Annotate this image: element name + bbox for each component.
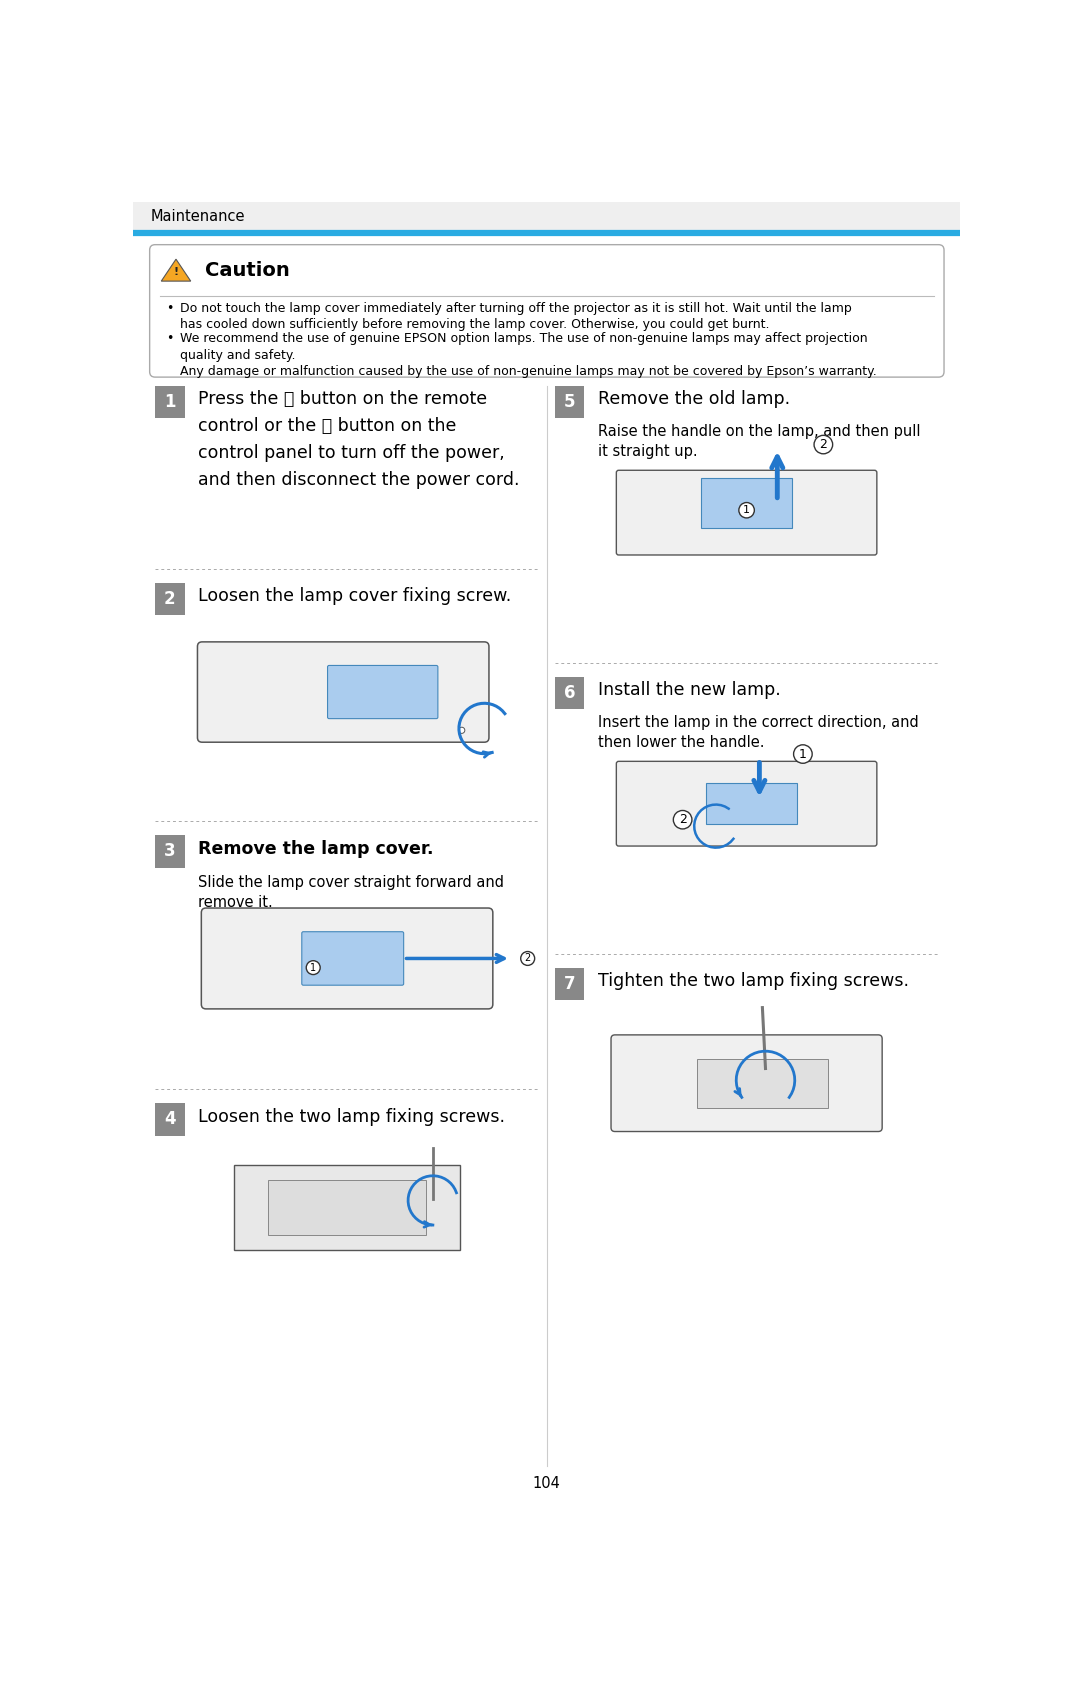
- Text: Insert the lamp in the correct direction, and
then lower the handle.: Insert the lamp in the correct direction…: [598, 715, 919, 750]
- Text: Raise the handle on the lamp, and then pull
it straight up.: Raise the handle on the lamp, and then p…: [598, 425, 921, 459]
- FancyBboxPatch shape: [302, 932, 403, 985]
- Bar: [555, 386, 584, 418]
- Text: 104: 104: [532, 1477, 561, 1490]
- Text: 1: 1: [799, 747, 807, 760]
- Bar: [155, 583, 185, 615]
- Text: Loosen the two lamp fixing screws.: Loosen the two lamp fixing screws.: [198, 1108, 506, 1126]
- Bar: [155, 835, 185, 868]
- Text: 2: 2: [819, 438, 827, 452]
- FancyBboxPatch shape: [328, 666, 437, 718]
- Bar: [155, 1103, 185, 1136]
- Circle shape: [794, 745, 812, 764]
- Text: 1: 1: [164, 393, 176, 411]
- FancyBboxPatch shape: [234, 1165, 460, 1249]
- Text: Caution: Caution: [205, 261, 289, 280]
- FancyBboxPatch shape: [611, 1035, 882, 1131]
- Text: Install the new lamp.: Install the new lamp.: [598, 681, 781, 700]
- Circle shape: [306, 961, 320, 975]
- Text: •: •: [166, 302, 173, 315]
- Text: 2: 2: [679, 813, 686, 826]
- Text: 1: 1: [310, 963, 316, 973]
- Text: Press the ⓦ button on the remote
control or the ⓦ button on the
control panel to: Press the ⓦ button on the remote control…: [198, 389, 520, 489]
- Text: Do not touch the lamp cover immediately after turning off the projector as it is: Do not touch the lamp cover immediately …: [180, 302, 851, 330]
- FancyBboxPatch shape: [697, 1059, 828, 1108]
- Bar: [555, 676, 584, 710]
- Polygon shape: [161, 260, 191, 282]
- Circle shape: [738, 502, 754, 518]
- Circle shape: [459, 727, 465, 733]
- FancyBboxPatch shape: [202, 909, 493, 1008]
- FancyBboxPatch shape: [268, 1180, 426, 1234]
- FancyBboxPatch shape: [197, 642, 489, 742]
- Circle shape: [673, 811, 691, 830]
- Text: 4: 4: [164, 1111, 176, 1128]
- Text: Tighten the two lamp fixing screws.: Tighten the two lamp fixing screws.: [598, 973, 909, 990]
- Text: 2: 2: [164, 590, 176, 609]
- Text: •: •: [166, 332, 173, 346]
- Text: Maintenance: Maintenance: [150, 209, 245, 224]
- Text: Loosen the lamp cover fixing screw.: Loosen the lamp cover fixing screw.: [198, 587, 512, 605]
- Bar: [155, 386, 185, 418]
- Text: 3: 3: [164, 843, 176, 860]
- Text: Slide the lamp cover straight forward and
remove it.: Slide the lamp cover straight forward an…: [198, 875, 505, 910]
- FancyBboxPatch shape: [617, 470, 877, 555]
- FancyBboxPatch shape: [617, 762, 877, 846]
- Bar: [555, 968, 584, 1000]
- Text: 2: 2: [525, 954, 530, 963]
- Text: !: !: [174, 268, 178, 278]
- Text: 6: 6: [563, 685, 575, 701]
- FancyBboxPatch shape: [149, 244, 944, 378]
- Bar: [133, 202, 960, 231]
- Text: Remove the lamp cover.: Remove the lamp cover.: [198, 840, 434, 858]
- Circle shape: [814, 435, 832, 454]
- Text: Any damage or malfunction caused by the use of non-genuine lamps may not be cove: Any damage or malfunction caused by the …: [180, 364, 877, 378]
- Text: 1: 1: [743, 506, 750, 516]
- Text: We recommend the use of genuine EPSON option lamps. The use of non-genuine lamps: We recommend the use of genuine EPSON op…: [180, 332, 867, 362]
- FancyBboxPatch shape: [701, 479, 792, 528]
- Text: 7: 7: [563, 975, 575, 993]
- Circle shape: [521, 951, 535, 966]
- Text: Remove the old lamp.: Remove the old lamp.: [598, 389, 790, 408]
- FancyBboxPatch shape: [706, 782, 797, 824]
- Text: 5: 5: [563, 393, 575, 411]
